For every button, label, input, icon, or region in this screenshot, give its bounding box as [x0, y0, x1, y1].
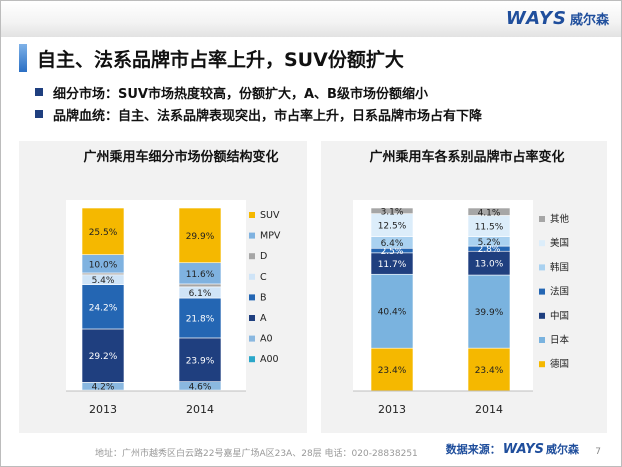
source-logo-chinese: 威尔森: [546, 443, 579, 456]
legend-swatch: [539, 216, 545, 222]
legend-swatch: [249, 335, 255, 342]
data-label: 11.6%: [186, 270, 215, 280]
data-label: 24.2%: [89, 303, 118, 313]
data-label: 2.5%: [381, 247, 404, 257]
legend-entry: MPV: [260, 231, 281, 242]
page-title: 自主、法系品牌市占率上升，SUV份额扩大: [37, 48, 404, 71]
bar-segment-D: [178, 283, 222, 288]
legend-swatch: [249, 273, 255, 280]
legend-entry: 其他: [550, 213, 570, 225]
x-tick-label: 2014: [186, 403, 214, 416]
bar-segment-其他: [370, 207, 414, 214]
logo-chinese: 威尔森: [569, 12, 609, 28]
legend-entry: A00: [260, 354, 279, 365]
source-label: 数据来源：: [445, 443, 501, 456]
legend-entry: C: [260, 272, 267, 283]
data-label: 23.9%: [186, 356, 215, 366]
bar-segment-A: [178, 337, 222, 382]
top-bar: WAYS 威尔森: [1, 1, 621, 37]
data-label: 11.7%: [378, 260, 407, 270]
legend-entry: SUV: [260, 210, 280, 221]
bullet-text: 细分市场：SUV市场热度较高，份额扩大，A、B级市场份额缩小: [53, 86, 428, 102]
logo-wordmark: WAYS: [505, 7, 567, 29]
legend-swatch: [539, 337, 545, 343]
bar-segment-日本: [370, 273, 414, 349]
chart-title: 广州乘用车细分市场份额结构变化: [83, 149, 278, 165]
legend-entry: 法国: [550, 286, 569, 298]
legend-entry: 美国: [550, 237, 569, 249]
legend-swatch: [539, 361, 545, 368]
x-tick-label: 2013: [89, 403, 117, 416]
data-label: 29.2%: [89, 352, 118, 362]
legend-entry: D: [260, 251, 267, 262]
data-label: 12.5%: [378, 222, 407, 232]
legend-entry: 韩国: [550, 261, 569, 273]
page-number: 7: [595, 447, 601, 457]
bar-segment-SUV: [178, 207, 222, 264]
x-tick-label: 2013: [378, 403, 406, 416]
legend-swatch: [249, 232, 255, 239]
data-label: 4.6%: [189, 382, 212, 392]
legend-swatch: [539, 288, 545, 295]
header-logo: WAYS 威尔森: [506, 7, 609, 29]
legend-swatch: [539, 312, 545, 319]
legend-swatch: [249, 294, 255, 301]
data-label: 4.1%: [478, 208, 501, 218]
bar-segment-B: [81, 284, 125, 330]
square-bullet-icon: [35, 110, 43, 118]
legend-swatch: [249, 356, 255, 363]
legend-entry: A0: [260, 334, 273, 345]
bullet-item: 品牌血统：自主、法系品牌表现突出，市占率上升，日系品牌市场占有下降: [35, 103, 482, 125]
legend-swatch: [249, 212, 255, 218]
data-label: 25.5%: [89, 228, 118, 238]
bar-segment-A: [81, 328, 125, 383]
data-label: 10.0%: [89, 260, 118, 270]
legend-entry: 德国: [550, 358, 569, 370]
legend-entry: A: [260, 313, 267, 324]
bar-segment-SUV: [81, 207, 125, 255]
data-label: 23.4%: [378, 366, 407, 376]
data-label: 13.0%: [475, 260, 504, 270]
data-label: 5.2%: [478, 238, 501, 248]
data-label: 23.4%: [475, 366, 504, 376]
bullet-text: 品牌血统：自主、法系品牌表现突出，市占率上升，日系品牌市场占有下降: [53, 108, 483, 124]
bullet-list: 细分市场：SUV市场热度较高，份额扩大，A、B级市场份额缩小 品牌血统：自主、法…: [35, 81, 482, 125]
bullet-item: 细分市场：SUV市场热度较高，份额扩大，A、B级市场份额缩小: [35, 81, 482, 103]
chart-title: 广州乘用车各系别品牌市占率变化: [369, 149, 564, 165]
source-logo-wordmark: WAYS: [502, 441, 544, 457]
data-label: 6.4%: [381, 239, 404, 249]
data-label: 6.1%: [189, 289, 212, 299]
data-label: 29.9%: [186, 232, 215, 242]
legend-entry: 日本: [550, 334, 570, 346]
data-label: 39.9%: [475, 308, 504, 318]
bar-segment-德国: [370, 347, 414, 392]
title-block: 自主、法系品牌市占率上升，SUV份额扩大: [19, 43, 404, 73]
square-bullet-icon: [35, 88, 43, 96]
legend-swatch: [249, 253, 255, 260]
data-label: 4.2%: [92, 383, 115, 393]
legend-swatch: [249, 315, 255, 321]
bar-segment-其他: [467, 207, 511, 216]
legend-entry: B: [260, 292, 267, 303]
data-label: 5.4%: [92, 276, 115, 286]
data-label: 2.8%: [478, 245, 501, 255]
data-label: 11.5%: [475, 223, 504, 233]
data-source: 数据来源： WAYS 威尔森: [446, 441, 579, 457]
legend-swatch: [539, 240, 545, 247]
legend-entry: 中国: [550, 310, 569, 322]
data-label: 40.4%: [378, 308, 407, 318]
footer-address: 地址：广州市越秀区白云路22号嘉星广场A区23A、28层 电话：020-2883…: [95, 449, 418, 459]
data-label: 21.8%: [186, 314, 215, 324]
bar-segment-B: [178, 297, 222, 339]
title-accent-bar: [19, 44, 27, 72]
data-label: 3.1%: [381, 207, 404, 217]
bar-segment-日本: [467, 274, 511, 349]
legend-swatch: [539, 264, 545, 271]
x-tick-label: 2014: [475, 403, 503, 416]
